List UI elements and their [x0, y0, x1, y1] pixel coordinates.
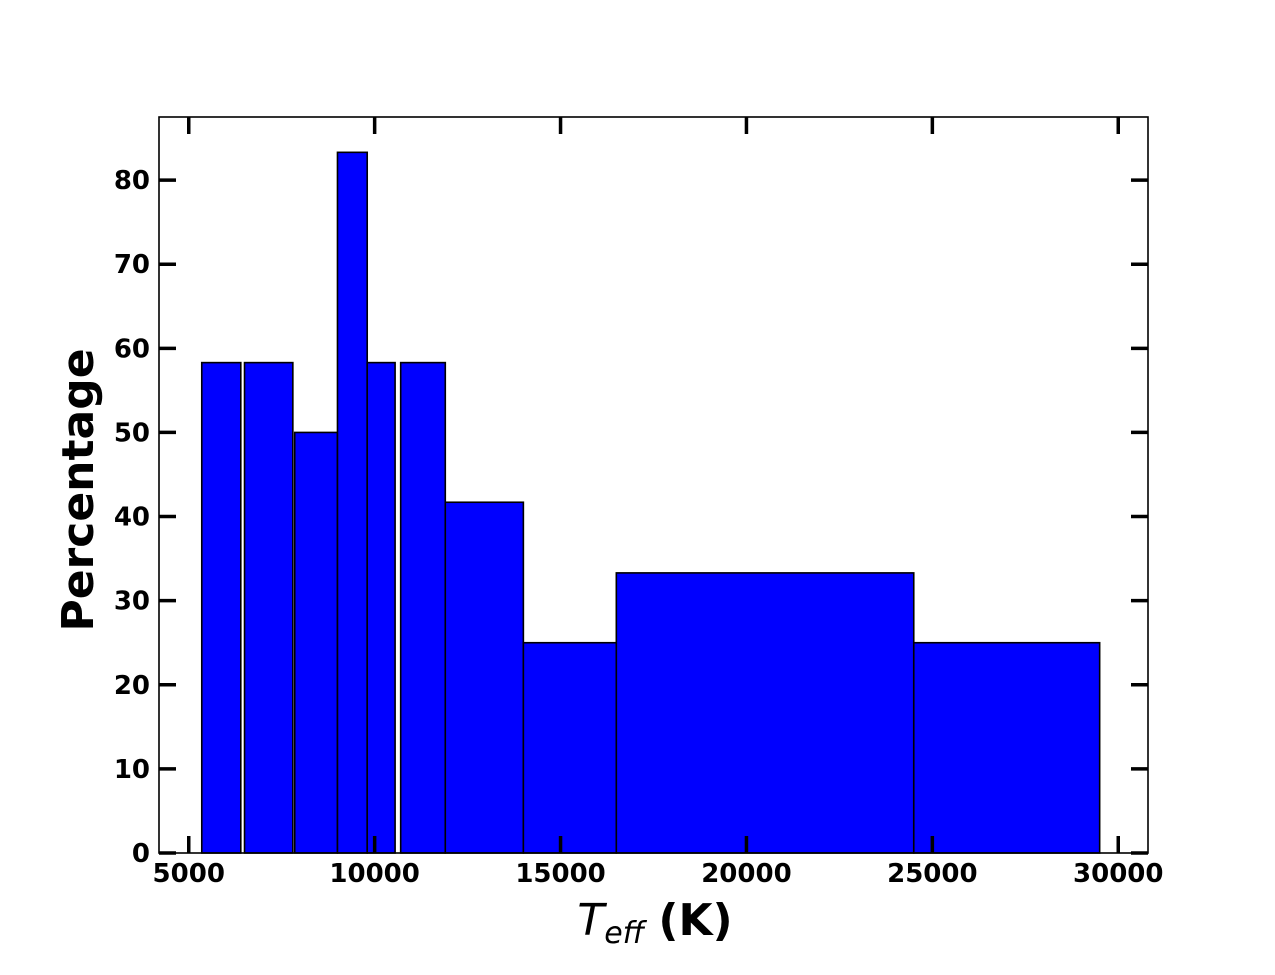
plot-frame	[158, 116, 1149, 854]
x-tick-label: 20000	[701, 859, 791, 889]
bar-9	[912, 641, 1101, 854]
bars-group	[200, 151, 1101, 854]
bar-5	[399, 361, 447, 854]
y-tick-label: 70	[114, 250, 150, 280]
y-tick-label: 60	[114, 334, 150, 364]
x-axis-label-symbol: T	[577, 895, 607, 946]
y-tick-label: 40	[114, 503, 150, 533]
x-axis-label: Teff (K)	[577, 895, 732, 951]
bar-8	[615, 572, 915, 854]
bar-2	[293, 431, 339, 854]
x-tick-label: 5000	[153, 859, 225, 889]
bar-0	[200, 361, 242, 854]
x-tick-label: 15000	[515, 859, 605, 889]
x-axis-label-unit: (K)	[658, 895, 732, 946]
x-axis-label-subscript: eff	[604, 916, 647, 951]
bar-7	[522, 641, 618, 854]
x-tick-label: 10000	[329, 859, 419, 889]
y-axis-label: Percentage	[53, 348, 104, 631]
ticks-group: 5000 10000 15000 20000 25000 30000 0 10 20 30 40 50…	[114, 117, 1163, 889]
x-tick-label: 25000	[887, 859, 977, 889]
y-tick-label: 0	[132, 839, 150, 869]
y-tick-label: 30	[114, 587, 150, 617]
bar-4	[366, 361, 396, 854]
y-tick-label: 20	[114, 671, 150, 701]
bar-3	[336, 151, 369, 854]
bar-6	[444, 501, 525, 854]
y-tick-label: 80	[114, 166, 150, 196]
y-tick-label: 50	[114, 418, 150, 448]
y-tick-label: 10	[114, 755, 150, 785]
x-tick-label: 30000	[1073, 859, 1163, 889]
bar-1	[243, 361, 294, 854]
